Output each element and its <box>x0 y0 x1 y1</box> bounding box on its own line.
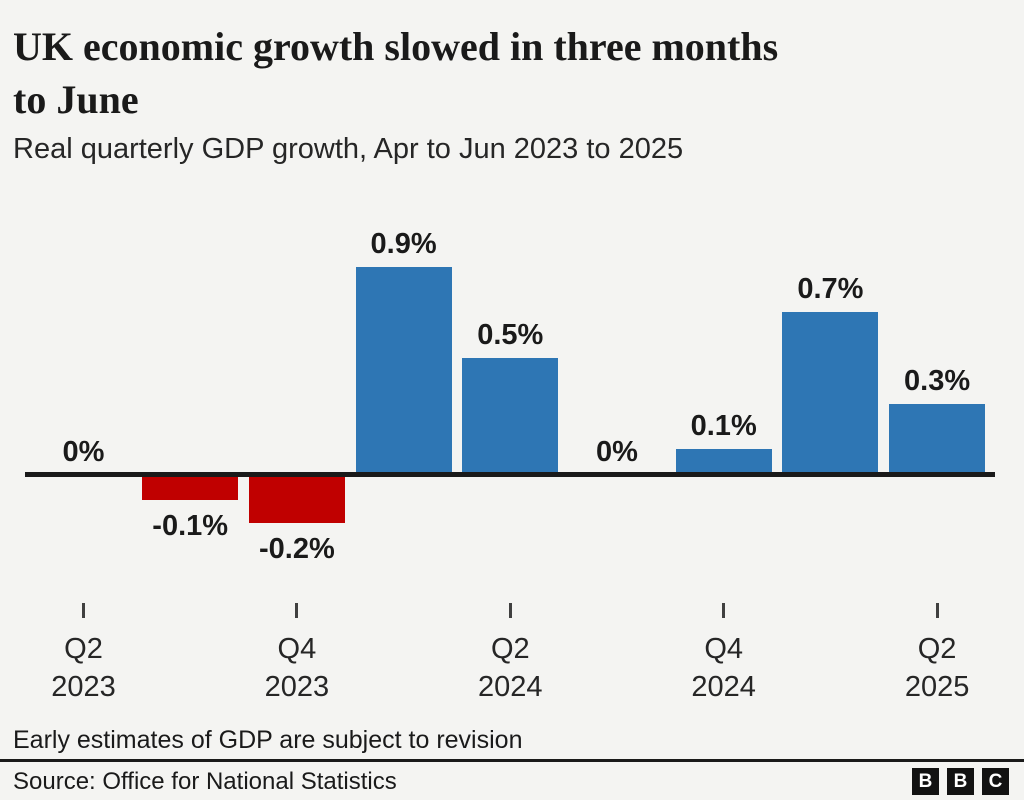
footer-divider <box>0 759 1024 762</box>
bar-q1-2024 <box>355 267 452 472</box>
x-axis-tick-q4-2023 <box>295 603 299 618</box>
bbc-logo-box-c: C <box>982 768 1009 795</box>
x-axis-line <box>25 472 995 477</box>
bbc-logo-box-b1: B <box>912 768 939 795</box>
x-axis-tick-q4-2024 <box>722 603 726 618</box>
bar-q4-2024 <box>675 449 772 472</box>
bbc-logo-box-b2: B <box>947 768 974 795</box>
x-axis-label-q4-2024: Q4 2024 <box>691 633 756 703</box>
x-axis-tick-q2-2024 <box>508 603 512 618</box>
bar-q1-2025 <box>782 312 879 472</box>
x-axis-label-q4-2023: Q4 2023 <box>264 633 330 703</box>
bar-value-label-q3-2024: 0% <box>596 436 638 468</box>
bar-q4-2023 <box>248 477 345 523</box>
bar-value-label-q2-2025: 0.3% <box>904 365 971 397</box>
chart-subtitle: Real quarterly GDP growth, Apr to Jun 20… <box>13 133 684 165</box>
bar-q3-2023 <box>142 477 239 500</box>
x-axis-label-q2-2023: Q2 2023 <box>51 633 116 703</box>
bar-value-label-q4-2023: -0.2% <box>259 533 335 565</box>
bar-value-label-q3-2023: -0.1% <box>152 510 229 542</box>
bar-q2-2024 <box>462 358 559 472</box>
chart-footnote: Early estimates of GDP are subject to re… <box>13 726 523 754</box>
x-axis-label-q2-2024: Q2 2024 <box>478 633 543 703</box>
bar-value-label-q4-2024: 0.1% <box>690 410 757 442</box>
bar-value-label-q2-2024: 0.5% <box>477 319 544 351</box>
bar-value-label-q1-2024: 0.9% <box>370 228 437 260</box>
bar-q2-2025 <box>889 404 986 472</box>
bbc-logo: B B C <box>912 768 1009 795</box>
bar-value-label-q1-2025: 0.7% <box>797 273 864 305</box>
x-axis-label-q2-2025: Q2 2025 <box>904 633 970 703</box>
bar-value-label-q2-2023: 0% <box>62 436 105 468</box>
x-axis-tick-q2-2023 <box>82 603 85 618</box>
chart-title: UK economic growth slowed in three month… <box>13 24 779 122</box>
source-credit: Source: Office for National Statistics <box>13 768 397 795</box>
x-axis-tick-q2-2025 <box>935 603 939 618</box>
